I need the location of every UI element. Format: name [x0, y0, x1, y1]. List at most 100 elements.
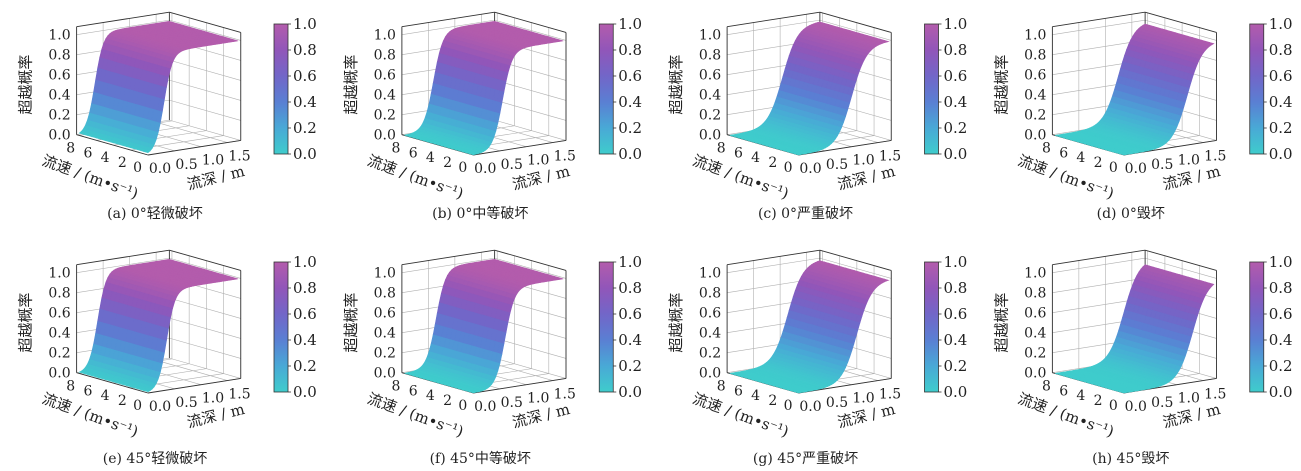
y-tick-label: 1.5 — [554, 387, 576, 403]
panel-caption: (h) 45°毁坏 — [1092, 451, 1169, 467]
colorbar-tick-label: 1.0 — [618, 15, 642, 33]
chart-panel: 0.00.20.40.60.81.08 6 4 2 0 0.0 0.5 1.0 1.5超越概率流… — [17, 249, 317, 467]
x-tick-label: 2 — [768, 393, 777, 409]
colorbar-tick-label: 1.0 — [293, 15, 317, 33]
y-tick-label: 0.5 — [175, 395, 197, 411]
surface — [729, 21, 890, 156]
colorbar-tick-label: 0.4 — [1269, 93, 1293, 111]
y-tick-label: 0.5 — [501, 395, 523, 411]
z-tick-label: 0.0 — [374, 128, 396, 144]
z-axis-label: 超越概率 — [667, 293, 685, 353]
z-tick-label: 0.0 — [48, 366, 70, 382]
x-tick-label: 8 — [392, 140, 401, 156]
panel-caption: (g) 45°严重破坏 — [753, 451, 858, 467]
colorbar-tick-label: 0.8 — [293, 279, 317, 297]
colorbar — [598, 261, 614, 393]
colorbar-tick-label: 0.0 — [618, 145, 642, 163]
x-tick-label: 0 — [1109, 398, 1118, 414]
x-tick-label: 0 — [1109, 160, 1118, 176]
chart-panel: 0.00.20.40.60.81.08 6 4 2 0 0.0 0.5 1.0 1.5超越概率流… — [667, 249, 968, 467]
colorbar-tick-label: 0.2 — [944, 119, 968, 137]
z-tick-label: 0.8 — [48, 48, 70, 64]
z-tick-label: 0.4 — [699, 88, 721, 104]
z-tick-label: 0.0 — [48, 128, 70, 144]
colorbar-tick-label: 0.4 — [944, 331, 968, 349]
z-tick-label: 0.8 — [699, 286, 721, 302]
x-tick-label: 0 — [784, 398, 793, 414]
z-tick-label: 0.8 — [48, 286, 70, 302]
x-tick-label: 6 — [409, 145, 418, 161]
y-tick-label: 0.0 — [474, 399, 496, 415]
x-tick-label: 2 — [443, 393, 452, 409]
z-tick-label: 0.8 — [1024, 286, 1046, 302]
z-tick-label: 0.0 — [1024, 128, 1046, 144]
z-tick-label: 0.6 — [48, 68, 70, 84]
y-tick-label: 1.5 — [1204, 387, 1226, 403]
z-tick-label: 0.2 — [374, 108, 396, 124]
colorbar-tick-label: 0.0 — [293, 383, 317, 401]
colorbar-tick-label: 1.0 — [1269, 253, 1293, 271]
y-tick-label: 0.0 — [1125, 161, 1147, 177]
colorbar-tick-label: 0.6 — [1269, 67, 1293, 85]
y-tick-label: 1.5 — [554, 149, 576, 165]
chart-panel: 0.00.20.40.60.81.08 6 4 2 0 0.0 0.5 1.0 1.5超越概率流… — [17, 11, 317, 222]
z-tick-label: 0.6 — [374, 68, 396, 84]
colorbar-tick-label: 0.6 — [944, 67, 968, 85]
panel-caption: (c) 0°严重破坏 — [758, 206, 853, 222]
z-tick-label: 0.6 — [699, 68, 721, 84]
x-tick-label: 2 — [1094, 393, 1103, 409]
x-tick-label: 6 — [734, 145, 743, 161]
y-tick-label: 0.5 — [175, 157, 197, 173]
colorbar-tick-label: 0.8 — [944, 41, 968, 59]
y-tick-label: 1.5 — [228, 387, 250, 403]
x-tick-label: 8 — [392, 378, 401, 394]
colorbar-tick-label: 1.0 — [944, 253, 968, 271]
y-tick-label: 1.0 — [852, 153, 874, 169]
x-tick-label: 4 — [101, 388, 110, 404]
panel-caption: (e) 45°轻微破坏 — [103, 451, 207, 467]
z-tick-label: 0.6 — [1024, 68, 1046, 84]
x-tick-label: 0 — [133, 398, 142, 414]
z-tick-label: 0.0 — [1024, 366, 1046, 382]
x-tick-label: 2 — [768, 155, 777, 171]
colorbar-tick-label: 0.6 — [618, 305, 642, 323]
colorbar — [598, 23, 614, 155]
y-tick-label: 0.0 — [799, 161, 821, 177]
colorbar-tick-label: 0.2 — [618, 357, 642, 375]
y-tick-label: 0.5 — [826, 157, 848, 173]
z-tick-label: 1.0 — [699, 28, 721, 44]
colorbar-tick-label: 0.4 — [944, 93, 968, 111]
colorbar-tick-label: 0.8 — [618, 279, 642, 297]
colorbar — [273, 261, 289, 393]
surface — [1054, 23, 1215, 156]
z-tick-label: 0.6 — [699, 306, 721, 322]
x-tick-label: 2 — [118, 393, 127, 409]
x-tick-label: 4 — [101, 150, 110, 166]
z-axis-label: 超越概率 — [992, 293, 1010, 353]
colorbar-tick-label: 0.0 — [293, 145, 317, 163]
x-tick-label: 6 — [83, 145, 92, 161]
y-tick-label: 0.0 — [149, 161, 171, 177]
x-tick-label: 0 — [458, 398, 467, 414]
colorbar-tick-label: 0.8 — [618, 41, 642, 59]
colorbar — [1249, 23, 1265, 155]
y-tick-label: 1.0 — [1178, 153, 1200, 169]
x-tick-label: 4 — [426, 388, 435, 404]
z-tick-label: 0.6 — [1024, 306, 1046, 322]
x-tick-label: 0 — [458, 160, 467, 176]
colorbar-tick-label: 0.4 — [293, 93, 317, 111]
surface — [78, 20, 239, 154]
chart-panel: 0.00.20.40.60.81.08 6 4 2 0 0.0 0.5 1.0 1.5超越概率流… — [342, 11, 642, 222]
chart-panel: 0.00.20.40.60.81.08 6 4 2 0 0.0 0.5 1.0 1.5超越概率流… — [342, 249, 642, 467]
z-tick-label: 0.0 — [699, 128, 721, 144]
z-tick-label: 0.2 — [374, 346, 396, 362]
x-tick-label: 4 — [751, 150, 760, 166]
z-tick-label: 1.0 — [48, 28, 70, 44]
surface — [78, 258, 239, 393]
x-tick-label: 2 — [118, 155, 127, 171]
y-tick-label: 0.5 — [1151, 395, 1173, 411]
z-axis-label: 超越概率 — [17, 293, 35, 353]
z-tick-label: 0.4 — [1024, 326, 1046, 342]
x-tick-label: 4 — [1076, 388, 1085, 404]
